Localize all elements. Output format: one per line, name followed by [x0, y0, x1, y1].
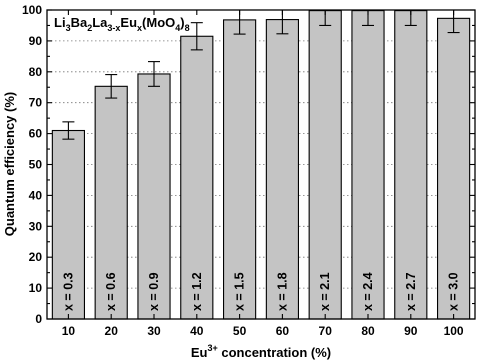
formula-text: ) [180, 15, 184, 30]
y-tick-label: 100 [22, 3, 42, 17]
bar-label: x = 2.4 [361, 272, 375, 311]
bar [51, 129, 85, 320]
x-tick-label: 50 [233, 324, 247, 338]
bar-label: x = 1.2 [190, 272, 204, 311]
bar-label: x = 1.5 [233, 272, 247, 311]
x-tick-label: 100 [444, 324, 464, 338]
bar-labels: x = 0.3 x = 0.6 x = 0.9 x = 1.2 x = 1.5 x = 1… [61, 272, 460, 311]
bar [137, 73, 171, 320]
y-tick-label: 10 [29, 281, 43, 295]
x-axis-title-superscript: 3+ [207, 343, 217, 353]
x-tick-label: 10 [62, 324, 76, 338]
formula-subscript: 8 [185, 23, 190, 33]
formula-text: Ba [71, 15, 88, 30]
x-axis-title-prefix: Eu [191, 345, 208, 360]
composition-formula: Li3Ba2La3-xEux(MoO4)8 [54, 15, 190, 33]
bar-label: x = 3.0 [447, 272, 461, 311]
formula-subscript: 4 [175, 23, 180, 33]
y-axis-title: Quantum efficiency (%) [2, 92, 17, 236]
bar-label: x = 0.6 [104, 272, 118, 311]
formula-subscript: x [137, 23, 142, 33]
x-axis-title-suffix: concentration (%) [218, 345, 331, 360]
bar-label: x = 2.1 [318, 272, 332, 311]
formula-text: La [92, 15, 108, 30]
bar-label: x = 0.9 [147, 272, 161, 311]
plot-frame [46, 9, 476, 320]
formula-subscript: 3 [66, 23, 71, 33]
x-tick-label: 20 [105, 324, 119, 338]
y-tick-label: 30 [29, 219, 43, 233]
x-tick-label: 40 [190, 324, 204, 338]
bar [308, 10, 342, 320]
formula-text: Li [54, 15, 66, 30]
y-tick-label: 90 [29, 34, 43, 48]
bar-label: x = 2.7 [404, 272, 418, 311]
y-tick-label: 50 [29, 158, 43, 172]
y-tick-label: 20 [29, 250, 43, 264]
formula-text: (MoO [142, 15, 175, 30]
y-tick-label: 0 [35, 312, 42, 326]
x-tick-label: 30 [147, 324, 161, 338]
y-tick-label: 60 [29, 127, 43, 141]
formula-subscript: 2 [87, 23, 92, 33]
formula-subscript: 3-x [107, 23, 120, 33]
y-tick-label: 70 [29, 96, 43, 110]
x-tick-label: 60 [276, 324, 290, 338]
x-tick-label: 70 [319, 324, 333, 338]
bar-label: x = 1.8 [275, 272, 289, 311]
bars [51, 10, 471, 320]
x-tick-label: 80 [361, 324, 375, 338]
x-axis-title: Eu3+ concentration (%) [191, 343, 331, 360]
y-tick-label: 80 [29, 65, 43, 79]
x-tick-label: 90 [404, 324, 418, 338]
bar [351, 10, 385, 320]
formula-text: Eu [120, 15, 137, 30]
y-tick-label: 40 [29, 188, 43, 202]
bar-label: x = 0.3 [61, 272, 75, 311]
bar [394, 10, 428, 320]
